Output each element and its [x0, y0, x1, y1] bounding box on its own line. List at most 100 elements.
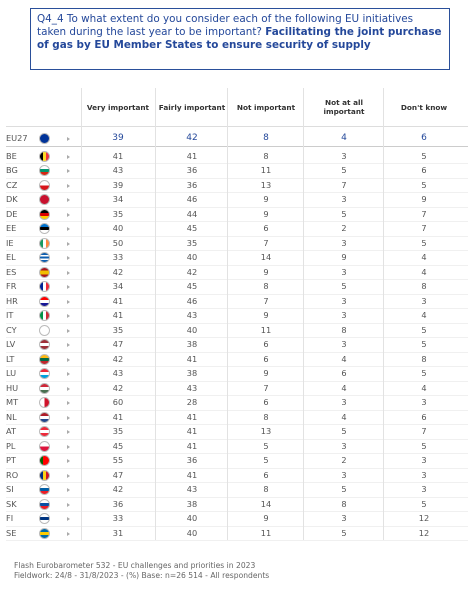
- flag-icon: [39, 310, 50, 321]
- value: 7: [421, 223, 427, 234]
- value: 9: [263, 368, 269, 379]
- value: 13: [260, 426, 272, 437]
- value: 13: [260, 179, 272, 190]
- value: 4: [421, 310, 427, 321]
- column-divider: [303, 88, 304, 540]
- source: Flash Eurobarometer 532 - EU challenges …: [14, 561, 256, 570]
- value: 36: [186, 165, 198, 176]
- country-label: IE: [6, 237, 14, 248]
- value: 42: [112, 266, 124, 277]
- marker-icon: [67, 473, 70, 478]
- country-label: AT: [6, 426, 16, 437]
- table-row: PT 55 36 5 2 3: [6, 453, 468, 469]
- value: 42: [186, 266, 198, 277]
- country-label: PL: [6, 440, 16, 451]
- value: 5: [341, 527, 347, 538]
- value: 6: [263, 353, 269, 364]
- value: 5: [341, 426, 347, 437]
- country-label: EE: [6, 223, 17, 234]
- country-label: ES: [6, 266, 17, 277]
- table-row: EL 33 40 14 9 4: [6, 250, 468, 266]
- value: 6: [421, 133, 427, 144]
- country-label: SE: [6, 527, 17, 538]
- flag-icon: [39, 339, 50, 350]
- value: 6: [263, 469, 269, 480]
- value: 8: [263, 281, 269, 292]
- value: 6: [421, 411, 427, 422]
- country-label: HU: [6, 382, 19, 393]
- value: 3: [341, 440, 347, 451]
- value: 28: [186, 397, 198, 408]
- value: 5: [341, 281, 347, 292]
- value: 7: [263, 295, 269, 306]
- value: 6: [263, 397, 269, 408]
- flag-icon: [39, 455, 50, 466]
- flag-icon: [39, 208, 50, 220]
- value: 3: [341, 237, 347, 248]
- value: 38: [186, 368, 198, 379]
- column-header: Very important: [86, 102, 150, 112]
- marker-icon: [67, 430, 70, 434]
- country-label: EL: [6, 252, 16, 263]
- value: 43: [186, 310, 198, 321]
- country-label: DE: [6, 208, 18, 219]
- flag-icon: [39, 397, 50, 408]
- value: 5: [263, 455, 269, 466]
- flag-icon: [39, 194, 50, 205]
- marker-icon: [67, 299, 70, 304]
- value: 35: [112, 324, 124, 335]
- column-divider: [227, 88, 228, 540]
- value: 41: [186, 411, 198, 422]
- value: 45: [112, 440, 124, 451]
- marker-icon: [67, 212, 70, 217]
- value: 42: [112, 353, 124, 364]
- value: 3: [341, 469, 347, 480]
- country-label: MT: [6, 397, 19, 408]
- marker-icon: [67, 169, 70, 173]
- flag-icon: [39, 513, 50, 524]
- value: 5: [421, 368, 427, 379]
- value: 35: [112, 208, 124, 219]
- value: 46: [186, 295, 198, 306]
- country-label: HR: [6, 295, 18, 306]
- table-row: HR 41 46 7 3 3: [6, 294, 468, 309]
- value: 9: [263, 208, 269, 219]
- value: 43: [112, 165, 124, 176]
- flag-icon: [39, 368, 50, 379]
- value: 3: [341, 310, 347, 321]
- country-label: FI: [6, 513, 14, 524]
- value: 8: [263, 133, 269, 144]
- value: 4: [421, 252, 427, 263]
- value: 3: [341, 295, 347, 306]
- country-label: SI: [6, 484, 14, 495]
- marker-icon: [67, 285, 70, 289]
- value: 7: [263, 382, 269, 393]
- value: 34: [112, 281, 124, 292]
- value: 3: [341, 513, 347, 524]
- flag-icon: [39, 223, 50, 234]
- value: 47: [112, 339, 124, 350]
- value: 36: [186, 455, 198, 466]
- table-row: BG 43 36 11 5 6: [6, 163, 468, 179]
- value: 3: [421, 455, 427, 466]
- value: 5: [341, 484, 347, 495]
- value: 2: [341, 455, 347, 466]
- value: 5: [421, 324, 427, 335]
- value: 35: [186, 237, 198, 248]
- flag-icon: [39, 179, 50, 191]
- value: 5: [421, 150, 427, 161]
- header-row: Very important Fairly important Not import…: [6, 88, 468, 127]
- flag-icon: [39, 498, 50, 510]
- marker-icon: [67, 227, 70, 231]
- value: 40: [186, 527, 198, 538]
- table-row: SI 42 43 8 5 3: [6, 482, 468, 498]
- country-label: LV: [6, 339, 16, 350]
- value: 6: [263, 223, 269, 234]
- value: 9: [263, 194, 269, 205]
- table-row: DE 35 44 9 5 7: [6, 207, 468, 222]
- value: 11: [260, 527, 272, 538]
- flag-icon: [39, 133, 50, 144]
- value: 14: [260, 252, 272, 263]
- value: 8: [421, 353, 427, 364]
- table-row: HU 42 43 7 4 4: [6, 381, 468, 396]
